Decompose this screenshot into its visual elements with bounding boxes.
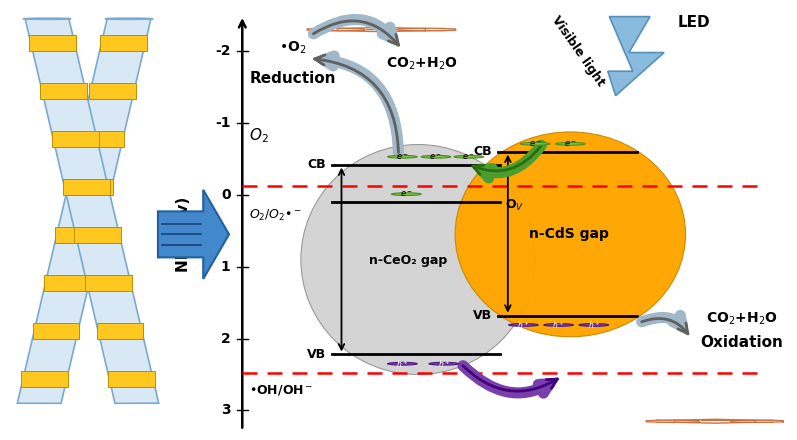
Polygon shape xyxy=(108,371,155,387)
Text: $e^-$: $e^-$ xyxy=(400,189,413,199)
Polygon shape xyxy=(77,131,124,147)
Ellipse shape xyxy=(23,18,71,19)
Text: $e^-$: $e^-$ xyxy=(462,152,475,161)
Text: $e^-$: $e^-$ xyxy=(563,139,577,149)
Polygon shape xyxy=(55,227,102,243)
Text: CO$_2$+H$_2$O: CO$_2$+H$_2$O xyxy=(706,310,778,326)
Text: NHE (ev): NHE (ev) xyxy=(176,197,191,272)
Circle shape xyxy=(429,363,458,365)
Circle shape xyxy=(387,155,418,158)
Text: n-CdS gap: n-CdS gap xyxy=(529,227,609,241)
Polygon shape xyxy=(608,17,664,95)
Circle shape xyxy=(544,323,574,326)
Circle shape xyxy=(579,323,609,326)
Text: CB: CB xyxy=(307,158,326,171)
Polygon shape xyxy=(18,19,151,403)
Polygon shape xyxy=(44,275,91,291)
Text: $h^+$: $h^+$ xyxy=(517,319,530,331)
Text: CO$_2$+H$_2$O: CO$_2$+H$_2$O xyxy=(386,56,457,72)
Polygon shape xyxy=(22,371,69,387)
Circle shape xyxy=(387,363,418,365)
Polygon shape xyxy=(85,275,132,291)
Ellipse shape xyxy=(105,18,153,19)
Text: $O_2$: $O_2$ xyxy=(249,127,269,145)
Circle shape xyxy=(454,155,484,158)
Text: $e^-$: $e^-$ xyxy=(396,152,409,161)
Polygon shape xyxy=(29,35,76,51)
Text: VB: VB xyxy=(473,309,493,322)
Text: $h^+$: $h^+$ xyxy=(552,319,565,331)
Text: O$_V$: O$_V$ xyxy=(505,198,524,213)
Text: Reduction: Reduction xyxy=(249,71,336,86)
Text: CB: CB xyxy=(473,145,493,158)
Text: -2: -2 xyxy=(215,44,230,58)
Circle shape xyxy=(391,193,421,195)
Text: Oxidation: Oxidation xyxy=(701,335,783,350)
Text: $h^+$: $h^+$ xyxy=(587,319,600,331)
Text: $e^-$: $e^-$ xyxy=(528,139,542,149)
Polygon shape xyxy=(100,35,147,51)
Circle shape xyxy=(508,323,538,326)
Text: $h^+$: $h^+$ xyxy=(396,358,409,370)
Ellipse shape xyxy=(301,144,536,374)
Polygon shape xyxy=(88,83,135,99)
Text: 2: 2 xyxy=(221,332,230,345)
Polygon shape xyxy=(52,131,99,147)
Ellipse shape xyxy=(455,132,685,337)
Text: $e^-$: $e^-$ xyxy=(430,152,442,161)
Circle shape xyxy=(520,143,550,145)
Polygon shape xyxy=(96,323,143,339)
Text: LED: LED xyxy=(678,15,711,30)
Polygon shape xyxy=(74,227,121,243)
Text: 3: 3 xyxy=(221,403,230,418)
Text: n-CeO₂ gap: n-CeO₂ gap xyxy=(369,254,447,268)
Text: VB: VB xyxy=(307,348,326,361)
Text: •O$_2$: •O$_2$ xyxy=(280,39,307,56)
Polygon shape xyxy=(41,83,88,99)
Text: 0: 0 xyxy=(221,188,230,202)
Polygon shape xyxy=(158,190,229,279)
Polygon shape xyxy=(66,179,113,195)
Polygon shape xyxy=(63,179,110,195)
Circle shape xyxy=(556,143,585,145)
Circle shape xyxy=(421,155,451,158)
Text: $h^+$: $h^+$ xyxy=(438,358,450,370)
Text: $O_2/O_2$•$^-$: $O_2/O_2$•$^-$ xyxy=(249,207,302,223)
Polygon shape xyxy=(33,323,80,339)
Text: 1: 1 xyxy=(221,260,230,274)
Polygon shape xyxy=(26,19,159,403)
Text: •OH/OH$^-$: •OH/OH$^-$ xyxy=(249,383,313,397)
Text: -1: -1 xyxy=(215,116,230,130)
Text: Visible light: Visible light xyxy=(549,14,607,89)
